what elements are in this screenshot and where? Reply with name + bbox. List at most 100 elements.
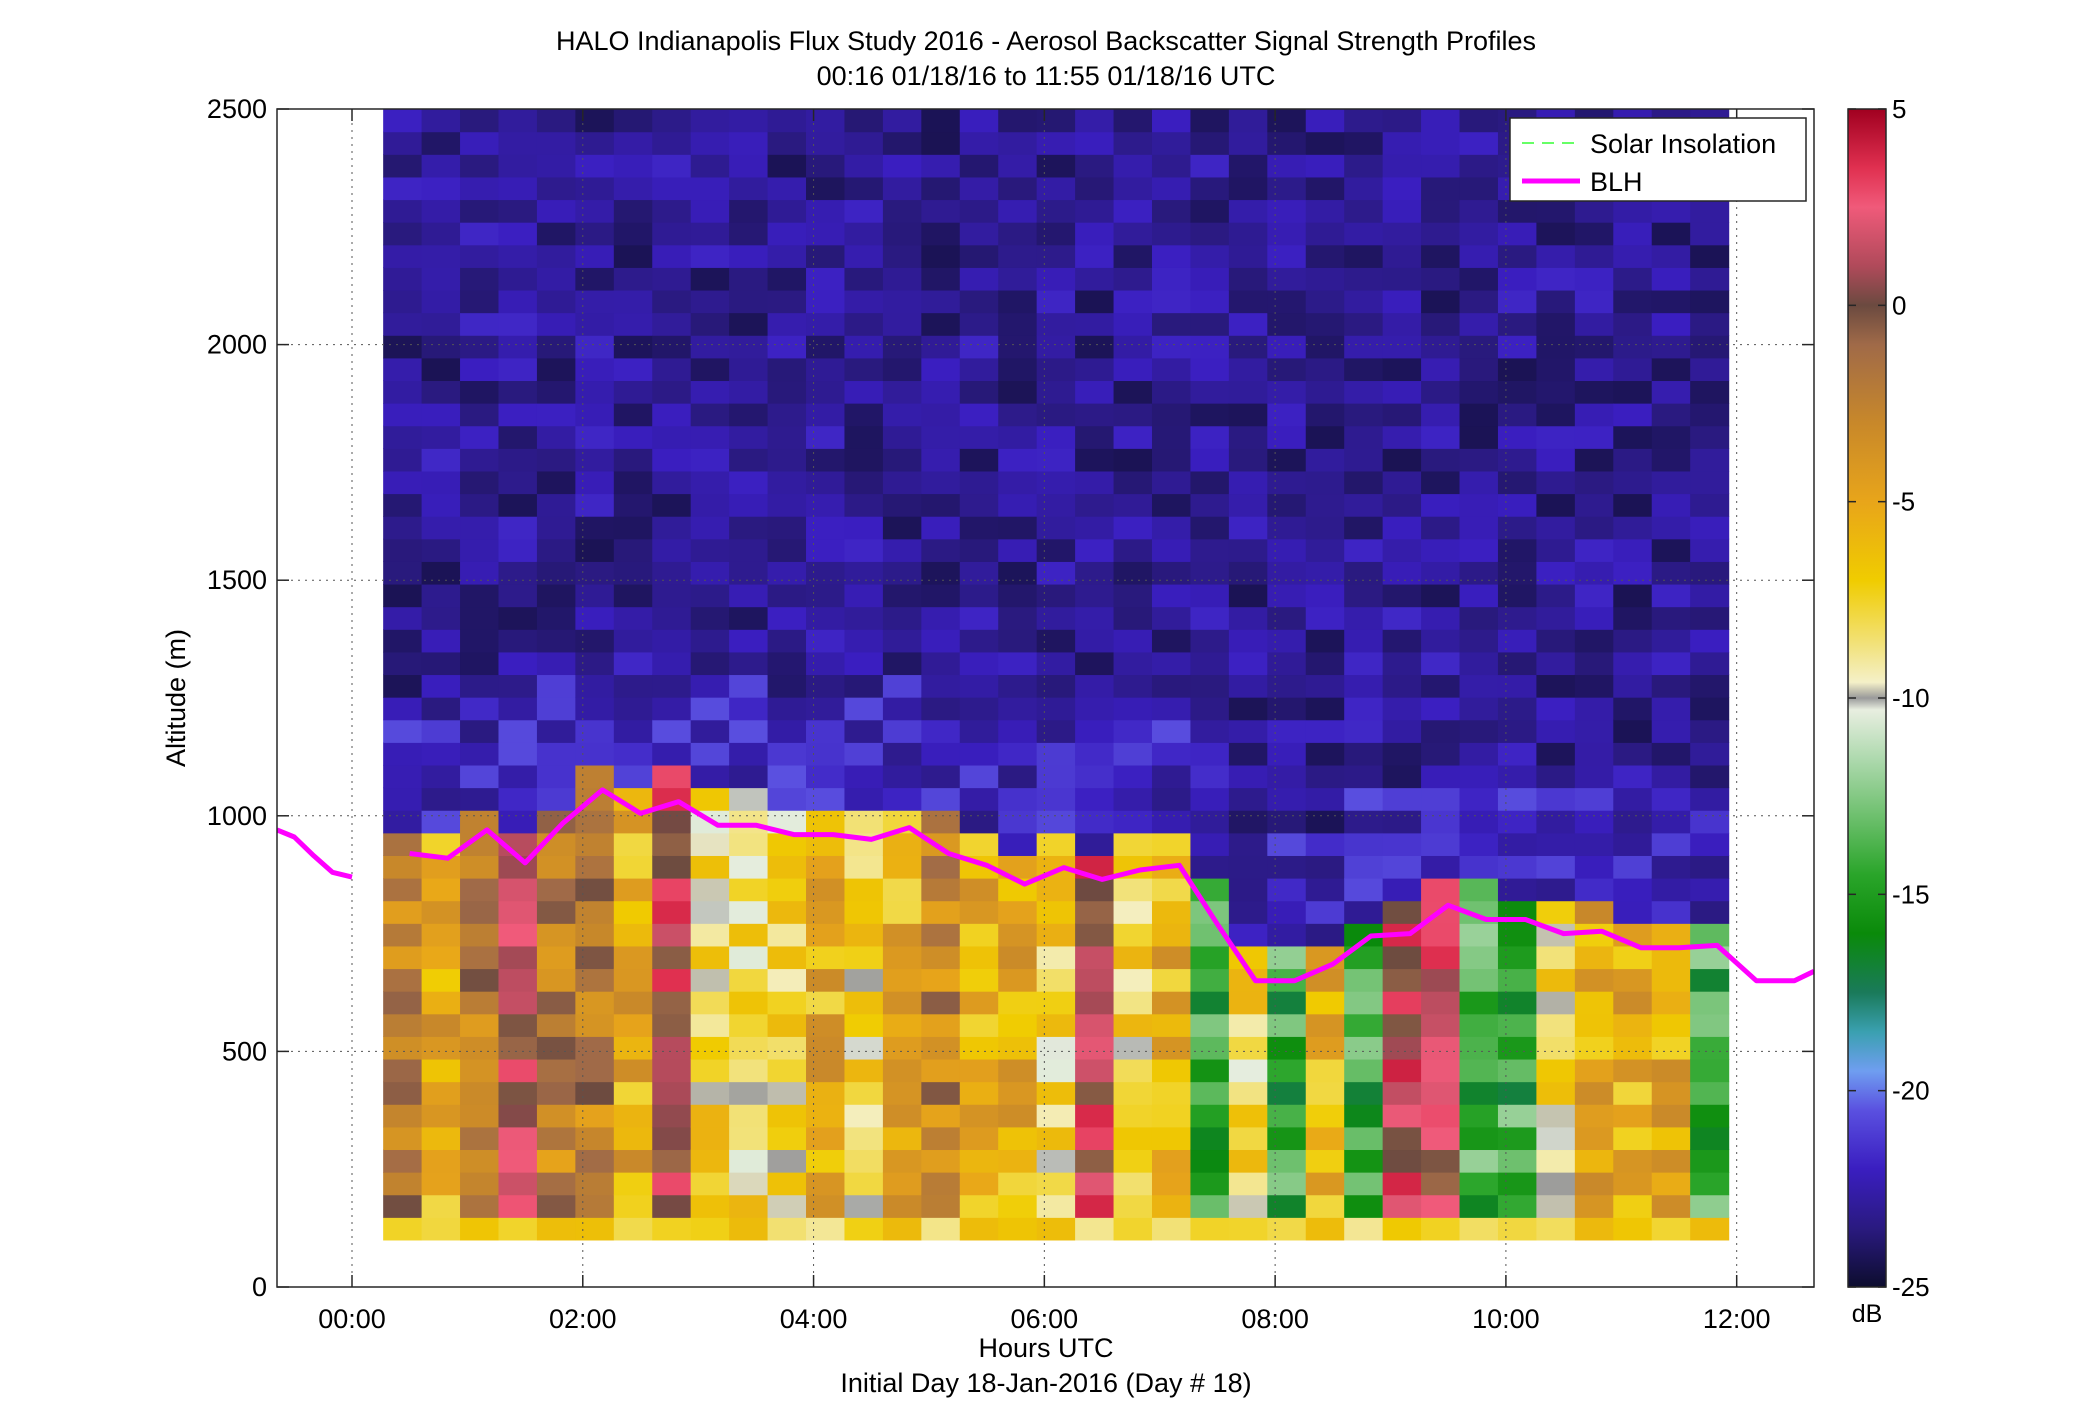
heatmap-cell xyxy=(1228,991,1268,1015)
heatmap-cell xyxy=(652,855,692,879)
heatmap-cell xyxy=(1613,493,1653,517)
heatmap-cell xyxy=(1267,651,1307,676)
heatmap-cell xyxy=(1459,719,1499,743)
heatmap-cell xyxy=(1190,244,1230,268)
heatmap-cell xyxy=(767,923,807,947)
heatmap-cell xyxy=(1113,154,1153,178)
heatmap-cell xyxy=(1113,674,1153,698)
y-tick-label: 1000 xyxy=(207,801,267,831)
heatmap-cell xyxy=(1305,1081,1345,1105)
heatmap-cell xyxy=(1075,742,1115,766)
heatmap-cell xyxy=(959,199,999,223)
heatmap-cell xyxy=(1421,199,1461,223)
heatmap-cell xyxy=(1574,1194,1614,1218)
heatmap-cell xyxy=(421,1104,461,1128)
heatmap-cell xyxy=(959,131,999,155)
heatmap-cell xyxy=(536,493,576,517)
heatmap-cell xyxy=(613,199,653,223)
heatmap-cell xyxy=(1497,222,1537,246)
heatmap-cell xyxy=(1497,1036,1537,1060)
heatmap-cell xyxy=(1459,764,1499,789)
heatmap-cell xyxy=(1651,900,1691,924)
heatmap-cell xyxy=(383,335,423,359)
heatmap-cell xyxy=(1228,606,1268,630)
heatmap-cell xyxy=(1228,470,1268,495)
heatmap-cell xyxy=(1305,176,1345,201)
heatmap-cell xyxy=(383,764,423,789)
heatmap-cell xyxy=(959,244,999,268)
heatmap-cell xyxy=(767,380,807,404)
heatmap-cell xyxy=(498,583,538,608)
heatmap-cell xyxy=(1459,810,1499,834)
heatmap-cell xyxy=(1228,810,1268,834)
heatmap-cell xyxy=(1151,968,1192,992)
heatmap-cell xyxy=(498,1194,538,1218)
heatmap-cell xyxy=(1690,787,1730,811)
heatmap-cell xyxy=(1151,380,1192,404)
heatmap-cell xyxy=(1305,425,1345,449)
heatmap-cell xyxy=(536,1013,576,1037)
heatmap-cell xyxy=(767,357,807,382)
heatmap-cell xyxy=(1690,1036,1730,1060)
heatmap-cell xyxy=(998,493,1038,517)
heatmap-cell xyxy=(806,380,846,404)
heatmap-cell xyxy=(959,1194,999,1218)
heatmap-cell xyxy=(1690,764,1730,789)
heatmap-cell xyxy=(1190,380,1230,404)
heatmap-cell xyxy=(652,470,692,495)
heatmap-cell xyxy=(1382,900,1422,924)
heatmap-cell xyxy=(690,923,730,947)
heatmap-cell xyxy=(998,764,1038,789)
heatmap-cell xyxy=(882,697,922,721)
heatmap-cell xyxy=(1113,787,1153,811)
heatmap-cell xyxy=(421,448,461,472)
heatmap-cell xyxy=(806,199,846,223)
heatmap-cell xyxy=(1613,606,1653,630)
heatmap-cell xyxy=(806,878,846,902)
heatmap-cell xyxy=(882,1104,922,1128)
heatmap-cell xyxy=(844,244,884,268)
heatmap-cell xyxy=(1497,583,1537,608)
heatmap-cell xyxy=(1228,1013,1268,1037)
heatmap-cell xyxy=(882,470,922,495)
heatmap-cell xyxy=(1151,606,1192,630)
heatmap-cell xyxy=(498,244,538,268)
heatmap-cell xyxy=(1344,267,1384,291)
heatmap-cell xyxy=(844,1149,884,1173)
heatmap-cell xyxy=(729,764,769,789)
heatmap-cell xyxy=(1574,538,1614,562)
heatmap-cell xyxy=(1613,1126,1653,1151)
heatmap-cell xyxy=(652,222,692,246)
heatmap-cell xyxy=(998,380,1038,404)
heatmap-cell xyxy=(729,1013,769,1037)
heatmap-cell xyxy=(498,267,538,291)
heatmap-cell xyxy=(498,516,538,540)
heatmap-cell xyxy=(998,425,1038,449)
heatmap-cell xyxy=(1690,606,1730,630)
heatmap-cell xyxy=(460,855,500,879)
heatmap-cell xyxy=(844,312,884,336)
heatmap-cell xyxy=(690,1104,730,1128)
heatmap-cell xyxy=(1421,1104,1461,1128)
heatmap-cell xyxy=(1113,1149,1153,1173)
heatmap-cell xyxy=(844,538,884,562)
x-tick-label: 00:00 xyxy=(318,1304,386,1334)
heatmap-cell xyxy=(613,855,653,879)
heatmap-cell xyxy=(1459,629,1499,653)
heatmap-cell xyxy=(498,1126,538,1151)
heatmap-cell xyxy=(1228,1194,1268,1218)
heatmap-cell xyxy=(383,470,423,495)
heatmap-cell xyxy=(806,131,846,155)
heatmap-cell xyxy=(1305,244,1345,268)
heatmap-cell xyxy=(421,1217,461,1241)
heatmap-cell xyxy=(421,335,461,359)
heatmap-cell xyxy=(998,651,1038,676)
heatmap-cell xyxy=(1344,1104,1384,1128)
heatmap-cell xyxy=(844,109,884,133)
heatmap-cell xyxy=(767,176,807,201)
heatmap-cell xyxy=(1536,629,1576,653)
heatmap-cell xyxy=(921,244,961,268)
heatmap-cell xyxy=(1536,1058,1576,1083)
heatmap-cell xyxy=(460,810,500,834)
heatmap-cell xyxy=(1690,1058,1730,1083)
